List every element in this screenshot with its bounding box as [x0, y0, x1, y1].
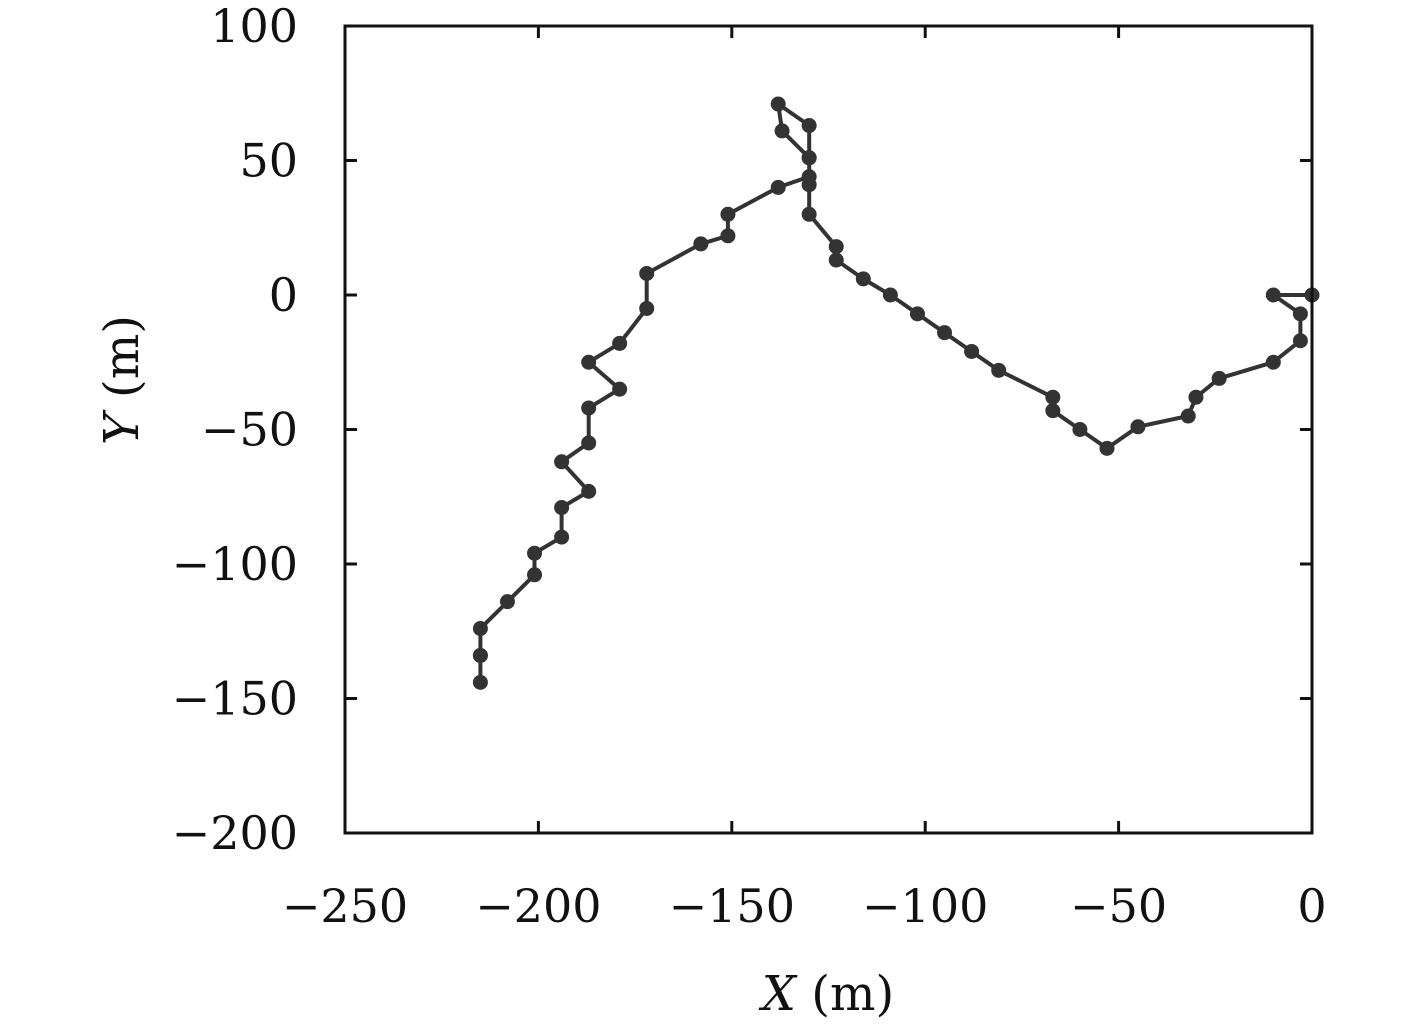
- trajectory-point: [909, 306, 925, 322]
- trajectory-point: [770, 96, 786, 112]
- trajectory-point: [1045, 403, 1061, 419]
- trajectory-point: [1130, 419, 1146, 435]
- y-tick-label: −50: [201, 403, 298, 457]
- trajectory-point: [527, 545, 543, 561]
- x-tick-label: −100: [862, 879, 988, 933]
- axis-ticks: [343, 24, 1314, 835]
- trajectory-point: [499, 594, 515, 610]
- trajectory-point: [828, 252, 844, 268]
- trajectory-point: [801, 150, 817, 166]
- x-tick-label: −50: [1070, 879, 1167, 933]
- x-axis-label: X (m): [758, 966, 894, 1022]
- x-axis-label-unit: (m): [796, 966, 894, 1022]
- trajectory-point: [693, 236, 709, 252]
- plot-frame: [343, 24, 1314, 835]
- trajectory-point: [527, 567, 543, 583]
- trajectory-point: [720, 206, 736, 222]
- trajectory-point: [472, 621, 488, 637]
- trajectory-point: [639, 300, 655, 316]
- trajectory-point: [472, 674, 488, 690]
- trajectory-point: [1292, 306, 1308, 322]
- trajectory-point: [1072, 422, 1088, 437]
- trajectory-point: [801, 118, 817, 134]
- trajectory-point: [554, 500, 570, 516]
- trajectory-point: [801, 169, 817, 185]
- trajectory-point: [581, 400, 597, 416]
- trajectory-point: [639, 265, 655, 281]
- y-axis-label-unit: (m): [94, 315, 150, 413]
- trajectory-point: [1045, 389, 1061, 405]
- trajectory-point: [801, 206, 817, 222]
- trajectory-point: [1292, 333, 1308, 349]
- y-tick-label: −100: [172, 537, 298, 591]
- trajectory-point: [828, 239, 844, 255]
- trajectory-point: [774, 123, 790, 139]
- trajectory-point: [472, 647, 488, 663]
- y-tick-label: 100: [210, 0, 298, 53]
- trajectory-point: [1211, 370, 1227, 386]
- y-tick-label: 50: [239, 134, 298, 188]
- trajectory-point: [882, 287, 898, 303]
- trajectory-point: [1188, 389, 1204, 405]
- trajectory-point: [991, 362, 1007, 378]
- trajectory-point: [855, 271, 871, 287]
- trajectory-point: [581, 483, 597, 499]
- trajectory-point: [964, 343, 980, 359]
- trajectory-point: [1099, 440, 1115, 456]
- y-axis-label: Y (m): [94, 315, 150, 445]
- trajectory-point: [1180, 408, 1196, 424]
- trajectory-series: [472, 96, 1320, 690]
- tick-labels: −250 −200 −150 −100 −50 0 100 50 0 −50 −100 −150 −20…: [172, 0, 1327, 933]
- trajectory-point: [554, 529, 570, 545]
- x-tick-label: −200: [475, 879, 601, 933]
- trajectory-point: [554, 454, 570, 470]
- y-axis-label-var: Y: [94, 409, 150, 445]
- trajectory-point: [612, 335, 628, 351]
- trajectory-point: [581, 435, 597, 451]
- y-tick-label: 0: [269, 268, 298, 322]
- y-tick-label: −150: [172, 672, 298, 726]
- trajectory-point: [720, 228, 736, 244]
- trajectory-point: [1265, 287, 1281, 303]
- trajectory-point: [937, 325, 953, 341]
- x-axis-label-var: X: [758, 966, 798, 1022]
- trajectory-point: [1265, 354, 1281, 370]
- y-tick-label: −200: [172, 806, 298, 860]
- x-tick-label: −250: [282, 879, 408, 933]
- trajectory-point: [612, 381, 628, 397]
- trajectory-point: [770, 179, 786, 195]
- trajectory-point: [581, 354, 597, 370]
- x-tick-label: −150: [669, 879, 795, 933]
- trajectory-line: [478, 102, 1314, 685]
- x-tick-label: 0: [1297, 879, 1326, 933]
